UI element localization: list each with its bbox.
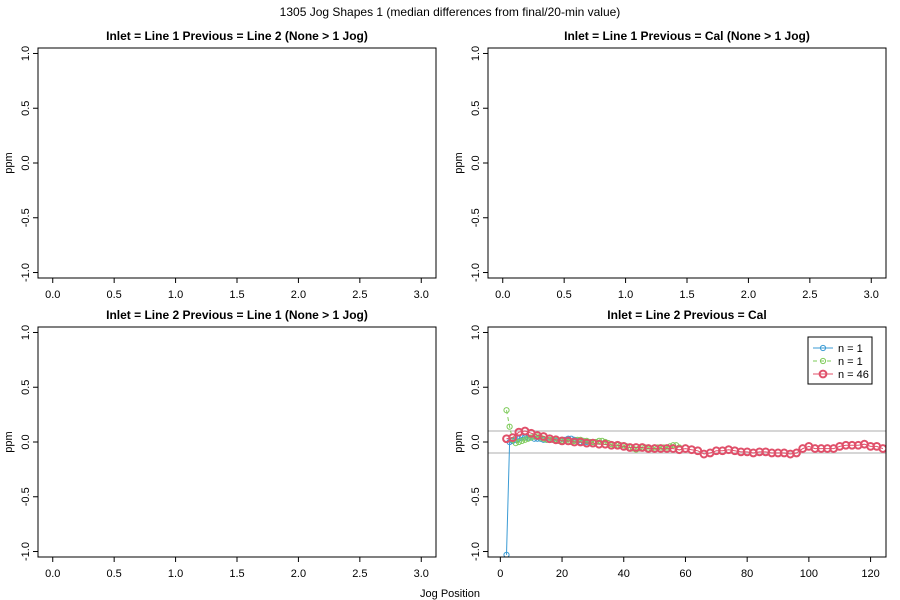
panel-3: Inlet = Line 2 Previous = Line 1 (None >… — [3, 308, 437, 580]
panel-1: Inlet = Line 1 Previous = Line 2 (None >… — [3, 29, 437, 301]
x-tick-label: 1.0 — [168, 568, 183, 580]
x-tick-label: 0.0 — [495, 289, 510, 301]
x-tick-label: 3.0 — [864, 289, 879, 301]
y-tick-label: 0.5 — [20, 101, 32, 116]
x-tick-label: 0.0 — [45, 289, 60, 301]
x-tick-label: 2.0 — [741, 289, 756, 301]
panel-title: Inlet = Line 2 Previous = Cal — [607, 308, 766, 322]
legend-label: n = 46 — [838, 369, 869, 381]
x-tick-label: 0.5 — [107, 568, 122, 580]
x-tick-label: 20 — [556, 568, 568, 580]
plot-area — [488, 407, 886, 557]
data-point — [508, 433, 518, 443]
y-tick-label: -0.5 — [20, 487, 32, 506]
y-axis-label: ppm — [453, 152, 465, 173]
x-tick-label: 100 — [800, 568, 818, 580]
x-tick-label: 0.5 — [557, 289, 572, 301]
plot-frame — [37, 47, 437, 279]
y-tick-label: -0.5 — [470, 487, 482, 506]
x-tick-label: 1.5 — [229, 568, 244, 580]
panel-title: Inlet = Line 2 Previous = Line 1 (None >… — [106, 308, 368, 322]
x-tick-label: 3.0 — [414, 289, 429, 301]
x-tick-label: 80 — [741, 568, 753, 580]
x-tick-label: 0.5 — [107, 289, 122, 301]
panel-title: Inlet = Line 1 Previous = Cal (None > 1 … — [564, 29, 810, 43]
legend-label: n = 1 — [838, 356, 863, 368]
data-point — [518, 437, 526, 445]
figure-title: 1305 Jog Shapes 1 (median differences fr… — [280, 5, 621, 19]
y-tick-label: 0.5 — [20, 380, 32, 395]
y-axis-label: ppm — [3, 431, 15, 452]
x-tick-label: 120 — [861, 568, 879, 580]
panel-2: Inlet = Line 1 Previous = Cal (None > 1 … — [453, 29, 887, 301]
x-tick-label: 0.0 — [45, 568, 60, 580]
data-point — [503, 551, 510, 557]
legend: n = 1n = 1n = 46 — [807, 336, 873, 385]
y-tick-label: -0.5 — [470, 208, 482, 227]
y-tick-label: 0.5 — [470, 101, 482, 116]
x-tick-label: 2.5 — [802, 289, 817, 301]
y-tick-label: 1.0 — [20, 46, 32, 61]
x-tick-label: 3.0 — [414, 568, 429, 580]
data-point — [503, 407, 510, 414]
y-tick-label: -1.0 — [470, 542, 482, 561]
y-tick-label: 0.0 — [470, 434, 482, 449]
series-line-1 — [506, 437, 593, 555]
plot-frame — [487, 326, 887, 558]
plot-frame — [487, 47, 887, 279]
x-tick-label: 1.0 — [168, 289, 183, 301]
y-tick-label: 0.0 — [20, 434, 32, 449]
x-tick-label: 2.0 — [291, 568, 306, 580]
y-tick-label: 0.5 — [470, 380, 482, 395]
x-tick-label: 60 — [679, 568, 691, 580]
legend-marker — [818, 369, 828, 379]
x-tick-label: 40 — [618, 568, 630, 580]
y-tick-label: 1.0 — [470, 46, 482, 61]
y-tick-label: -1.0 — [470, 263, 482, 282]
data-point — [521, 436, 529, 443]
x-tick-label: 1.5 — [679, 289, 694, 301]
y-tick-label: 1.0 — [470, 325, 482, 340]
data-point — [506, 423, 513, 430]
data-point — [515, 438, 522, 446]
x-tick-label: 0 — [497, 568, 503, 580]
y-tick-label: -1.0 — [20, 542, 32, 561]
y-tick-label: 1.0 — [20, 325, 32, 340]
plot-frame — [37, 326, 437, 558]
data-point — [792, 448, 801, 458]
y-tick-label: 0.0 — [20, 155, 32, 170]
panel-title: Inlet = Line 1 Previous = Line 2 (None >… — [106, 29, 368, 43]
x-tick-label: 2.5 — [352, 289, 367, 301]
panel-4: Inlet = Line 2 Previous = Cal ppm 0 20 40 60 8… — [453, 308, 887, 580]
y-tick-label: 0.0 — [470, 155, 482, 170]
legend-marker — [819, 357, 827, 365]
legend-label: n = 1 — [838, 343, 863, 355]
x-tick-label: 2.0 — [291, 289, 306, 301]
y-axis-label: ppm — [3, 152, 15, 173]
y-tick-label: -1.0 — [20, 263, 32, 282]
x-tick-label: 1.5 — [229, 289, 244, 301]
y-tick-label: -0.5 — [20, 208, 32, 227]
x-tick-label: 2.5 — [352, 568, 367, 580]
legend-marker — [819, 344, 827, 352]
x-tick-label: 1.0 — [618, 289, 633, 301]
y-axis-label: ppm — [453, 431, 465, 452]
figure-xlabel: Jog Position — [420, 588, 480, 600]
panels: Inlet = Line 1 Previous = Line 2 (None >… — [3, 29, 887, 580]
legend-box — [807, 336, 873, 385]
data-point — [878, 444, 886, 453]
